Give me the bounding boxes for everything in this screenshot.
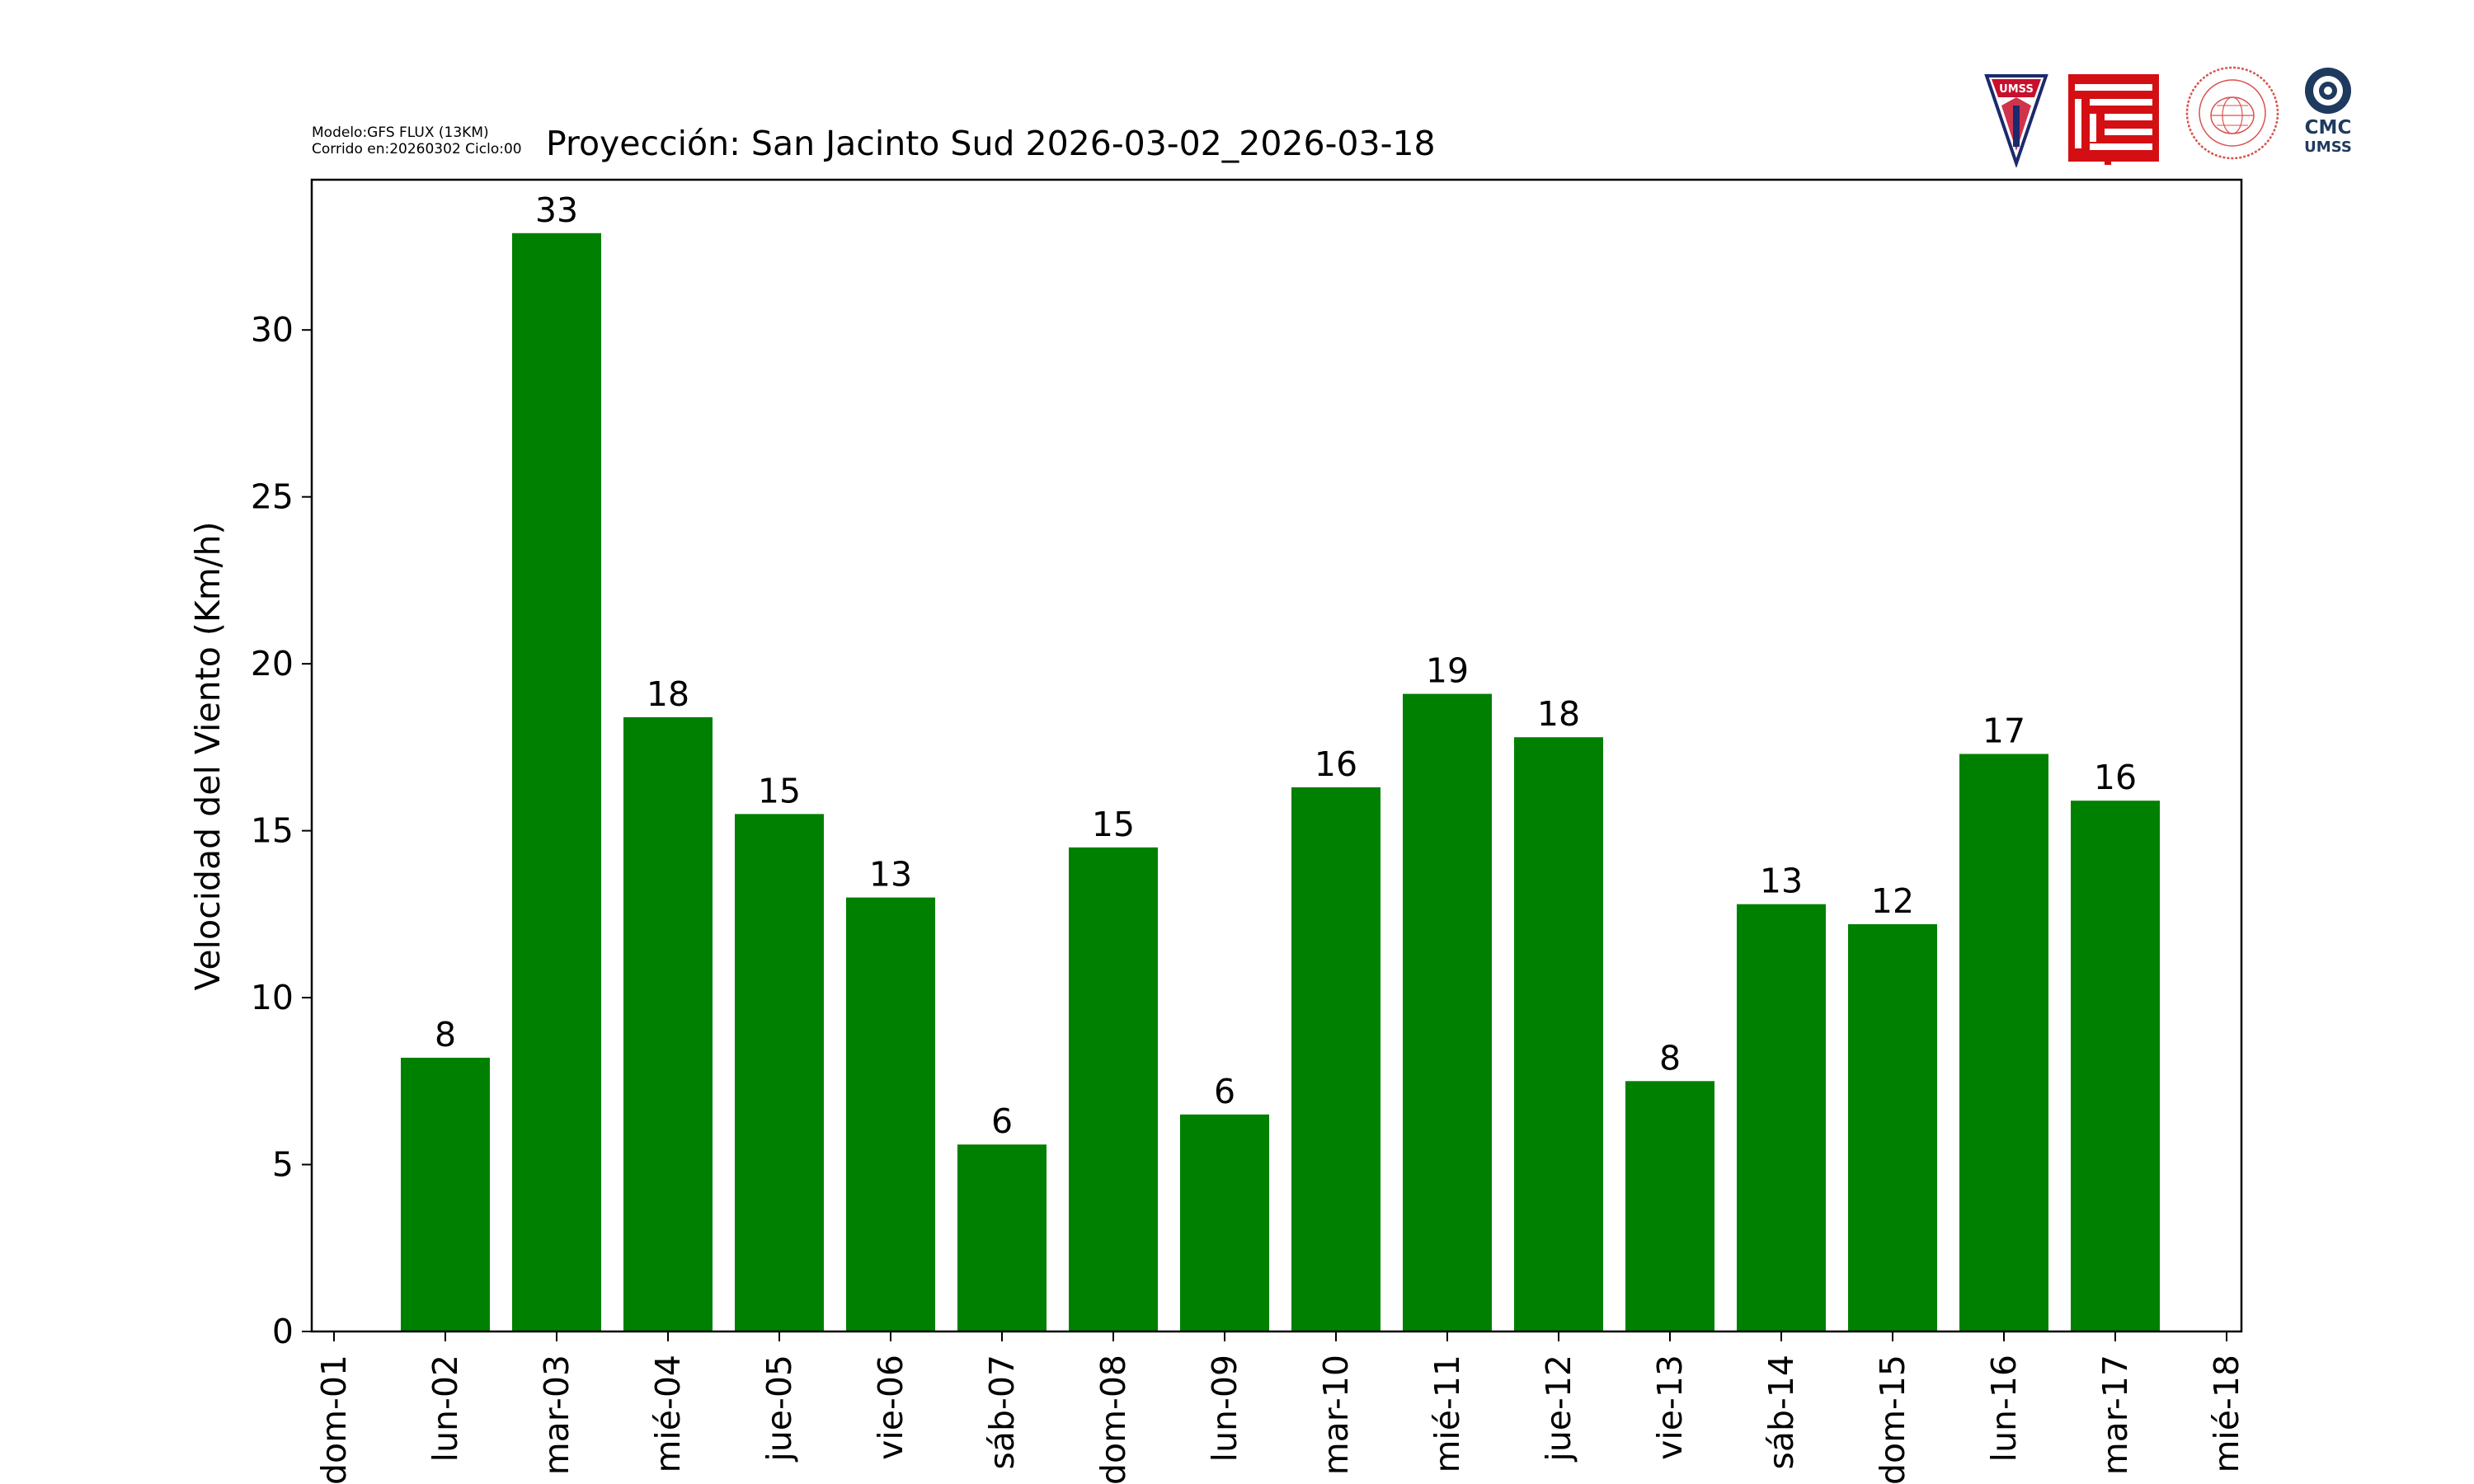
x-tick-label: mar-17 — [2095, 1355, 2135, 1475]
cmc-umss-logo: CMC UMSS — [2304, 68, 2352, 156]
x-tick-label: lun-16 — [1984, 1355, 2024, 1462]
bar-sáb-07 — [957, 1144, 1047, 1331]
chart-title: Proyección: San Jacinto Sud 2026-03-02_2… — [546, 124, 1436, 163]
y-tick-label: 25 — [251, 477, 294, 517]
bar-mié-04 — [623, 716, 713, 1331]
x-axis-ticks-group: dom-01 lun-02 mar-03 mié-04 jue-05 vie-06 sáb-… — [314, 1331, 2246, 1484]
bar-value-label: 19 — [1426, 651, 1469, 691]
x-tick-label: mié-04 — [648, 1355, 688, 1473]
x-tick-label: mié-18 — [2207, 1355, 2246, 1473]
y-tick-label: 10 — [251, 978, 294, 1017]
y-tick-label: 5 — [272, 1145, 294, 1185]
bar-value-label: 13 — [869, 855, 912, 895]
bar-value-label: 18 — [647, 674, 689, 714]
bar-mié-11 — [1403, 693, 1492, 1331]
x-tick-label: jue-12 — [1539, 1355, 1578, 1463]
bar-value-label: 8 — [1659, 1038, 1681, 1078]
x-tick-label: jue-05 — [760, 1355, 799, 1463]
x-tick-label: dom-01 — [314, 1355, 354, 1484]
bar-lun-16 — [1959, 754, 2048, 1331]
x-tick-label: lun-09 — [1205, 1355, 1244, 1462]
bar-jue-05 — [735, 814, 824, 1331]
x-tick-label: sáb-07 — [982, 1355, 1022, 1469]
bar-value-label: 15 — [1092, 805, 1135, 844]
x-tick-label: sáb-14 — [1761, 1355, 1801, 1469]
y-tick-label: 0 — [272, 1312, 294, 1351]
bar-dom-08 — [1069, 847, 1158, 1331]
umss-shield-text: UMSS — [1999, 83, 2034, 96]
x-tick-label: vie-13 — [1650, 1355, 1690, 1460]
x-tick-label: lun-02 — [426, 1355, 465, 1462]
bar-value-label: 15 — [758, 771, 801, 810]
faculty-logo — [2068, 74, 2159, 165]
bar-value-label: 8 — [435, 1015, 456, 1054]
bar-value-label: 12 — [1871, 881, 1914, 921]
run-info-line: Corrido en:20260302 Ciclo:00 — [312, 141, 522, 157]
bar-lun-02 — [401, 1057, 490, 1331]
bar-dom-15 — [1848, 923, 1937, 1331]
plot-frame — [310, 178, 2243, 1333]
y-tick-label: 30 — [251, 310, 294, 350]
bar-mar-10 — [1291, 787, 1380, 1331]
cmc-sub-text: UMSS — [2304, 139, 2352, 156]
bar-value-label: 16 — [2094, 758, 2137, 797]
bar-vie-06 — [846, 897, 935, 1331]
physics-department-seal-logo — [2185, 66, 2279, 160]
x-tick-label: dom-15 — [1873, 1355, 1912, 1484]
bar-value-label: 13 — [1760, 862, 1803, 901]
x-tick-label: vie-06 — [871, 1355, 910, 1460]
bar-value-label: 6 — [991, 1101, 1013, 1141]
bar-value-label: 6 — [1214, 1072, 1235, 1111]
model-info-line: Modelo:GFS FLUX (13KM) — [312, 124, 489, 141]
bar-sáb-14 — [1737, 904, 1826, 1331]
y-tick-label: 15 — [251, 811, 294, 851]
x-tick-label: dom-08 — [1094, 1355, 1133, 1484]
bar-value-label: 16 — [1315, 744, 1357, 784]
bar-lun-09 — [1180, 1114, 1269, 1331]
x-tick-label: mar-03 — [537, 1355, 576, 1475]
bar-value-label: 33 — [535, 190, 578, 230]
bar-jue-12 — [1514, 737, 1603, 1331]
y-axis-ticks-group: 0 5 10 15 20 25 30 — [251, 310, 312, 1351]
bar-vie-13 — [1625, 1081, 1714, 1331]
bar-mar-03 — [512, 232, 601, 1332]
y-axis-label: Velocidad del Viento (Km/h) — [188, 522, 228, 991]
bars-group — [401, 232, 2160, 1332]
x-tick-label: mié-11 — [1427, 1355, 1467, 1473]
bar-value-label: 18 — [1537, 694, 1580, 734]
umss-shield-logo: UMSS — [1984, 74, 2048, 167]
bar-value-labels-group: 8 33 18 15 13 6 15 6 16 19 18 8 13 12 17 16 — [435, 190, 2137, 1141]
bar-value-label: 17 — [1982, 711, 2025, 750]
y-tick-label: 20 — [251, 644, 294, 683]
bar-mar-17 — [2071, 801, 2160, 1331]
cmc-text: CMC — [2305, 117, 2352, 139]
x-tick-label: mar-10 — [1316, 1355, 1356, 1475]
